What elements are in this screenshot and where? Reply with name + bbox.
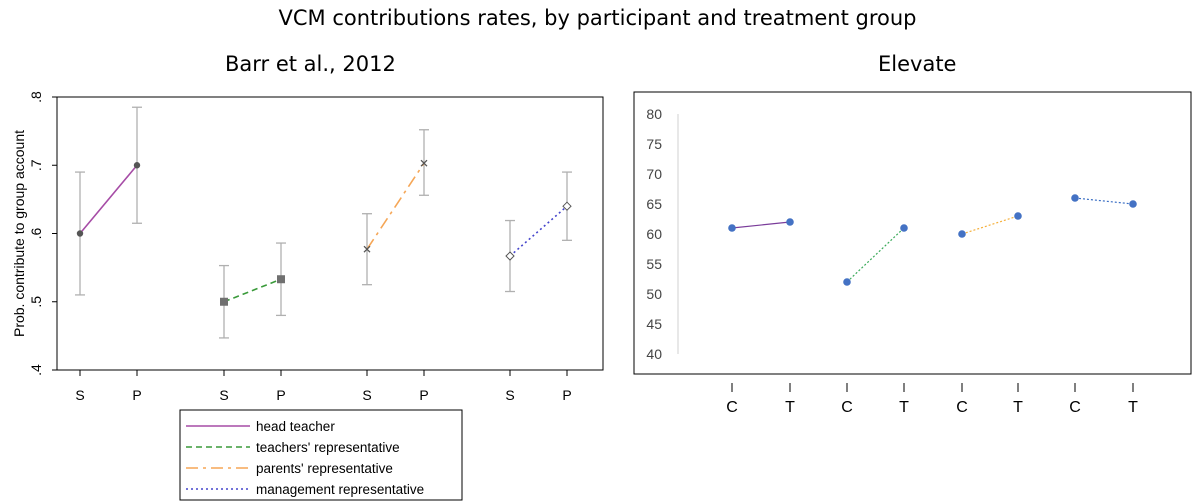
data-point xyxy=(277,275,285,284)
right-y-tick-label: 70 xyxy=(646,166,662,182)
left-x-tick-label: P xyxy=(562,387,571,403)
data-point xyxy=(363,245,371,253)
data-point xyxy=(843,278,851,286)
left-x-tick-label: S xyxy=(219,387,228,403)
left-y-tick-label: .7 xyxy=(28,159,44,171)
legend-label: parents' representative xyxy=(256,461,393,476)
right-x-tick-label: T xyxy=(899,399,909,416)
right-y-tick-label: 50 xyxy=(646,286,662,302)
right-y-tick-label: 55 xyxy=(646,256,662,272)
right-y-tick-label: 45 xyxy=(646,316,662,332)
data-point xyxy=(786,218,794,226)
data-point xyxy=(900,224,908,232)
left-x-tick-label: P xyxy=(419,387,428,403)
series-line xyxy=(366,162,425,250)
series-line xyxy=(731,221,791,229)
right-x-tick-label: C xyxy=(726,399,738,416)
data-point xyxy=(220,297,228,306)
series-line xyxy=(846,227,905,283)
series-line xyxy=(1074,197,1134,205)
series-line xyxy=(223,278,282,303)
left-plot-frame xyxy=(56,96,604,371)
right-y-tick-label: 65 xyxy=(646,196,662,212)
legend-label: teachers' representative xyxy=(256,440,400,455)
series-line xyxy=(509,205,568,257)
left-x-tick-label: P xyxy=(132,387,141,403)
data-point xyxy=(76,230,84,237)
left-y-tick-label: .5 xyxy=(28,296,44,308)
left-y-tick-label: .6 xyxy=(28,227,44,239)
right-y-tick-label: 75 xyxy=(646,136,662,152)
data-point xyxy=(728,224,736,232)
series-line xyxy=(961,215,1019,235)
left-y-tick-label: .8 xyxy=(28,91,44,103)
right-chart-subtitle: Elevate xyxy=(878,52,957,76)
right-x-tick-label: T xyxy=(785,399,795,416)
data-point xyxy=(562,201,572,211)
data-point xyxy=(958,230,966,238)
left-y-axis-label: Prob. contribute to group account xyxy=(11,130,27,337)
left-chart-subtitle: Barr et al., 2012 xyxy=(225,52,396,76)
right-chart-frame xyxy=(633,91,1192,375)
data-point xyxy=(505,251,515,261)
data-point xyxy=(420,159,428,167)
data-point xyxy=(1129,200,1137,208)
right-x-tick-label: C xyxy=(956,399,968,416)
left-x-tick-label: P xyxy=(276,387,285,403)
left-y-tick-label: .4 xyxy=(28,364,44,376)
legend-box xyxy=(179,409,463,501)
right-y-tick-label: 80 xyxy=(646,106,662,122)
right-x-tick-label: T xyxy=(1013,399,1023,416)
left-x-tick-label: S xyxy=(75,387,84,403)
right-x-tick-label: C xyxy=(841,399,853,416)
figure-title: VCM contributions rates, by participant … xyxy=(278,6,917,30)
right-y-tick-label: 40 xyxy=(646,346,662,362)
data-point xyxy=(1014,212,1022,220)
right-x-tick-label: T xyxy=(1128,399,1138,416)
legend-label: management representative xyxy=(256,482,424,497)
left-x-tick-label: S xyxy=(505,387,514,403)
data-point xyxy=(1071,194,1079,202)
right-x-tick-label: C xyxy=(1069,399,1081,416)
series-line xyxy=(79,164,138,235)
right-y-tick-label: 60 xyxy=(646,226,662,242)
left-x-tick-label: S xyxy=(362,387,371,403)
data-point xyxy=(133,162,141,169)
legend-label: head teacher xyxy=(256,419,335,434)
